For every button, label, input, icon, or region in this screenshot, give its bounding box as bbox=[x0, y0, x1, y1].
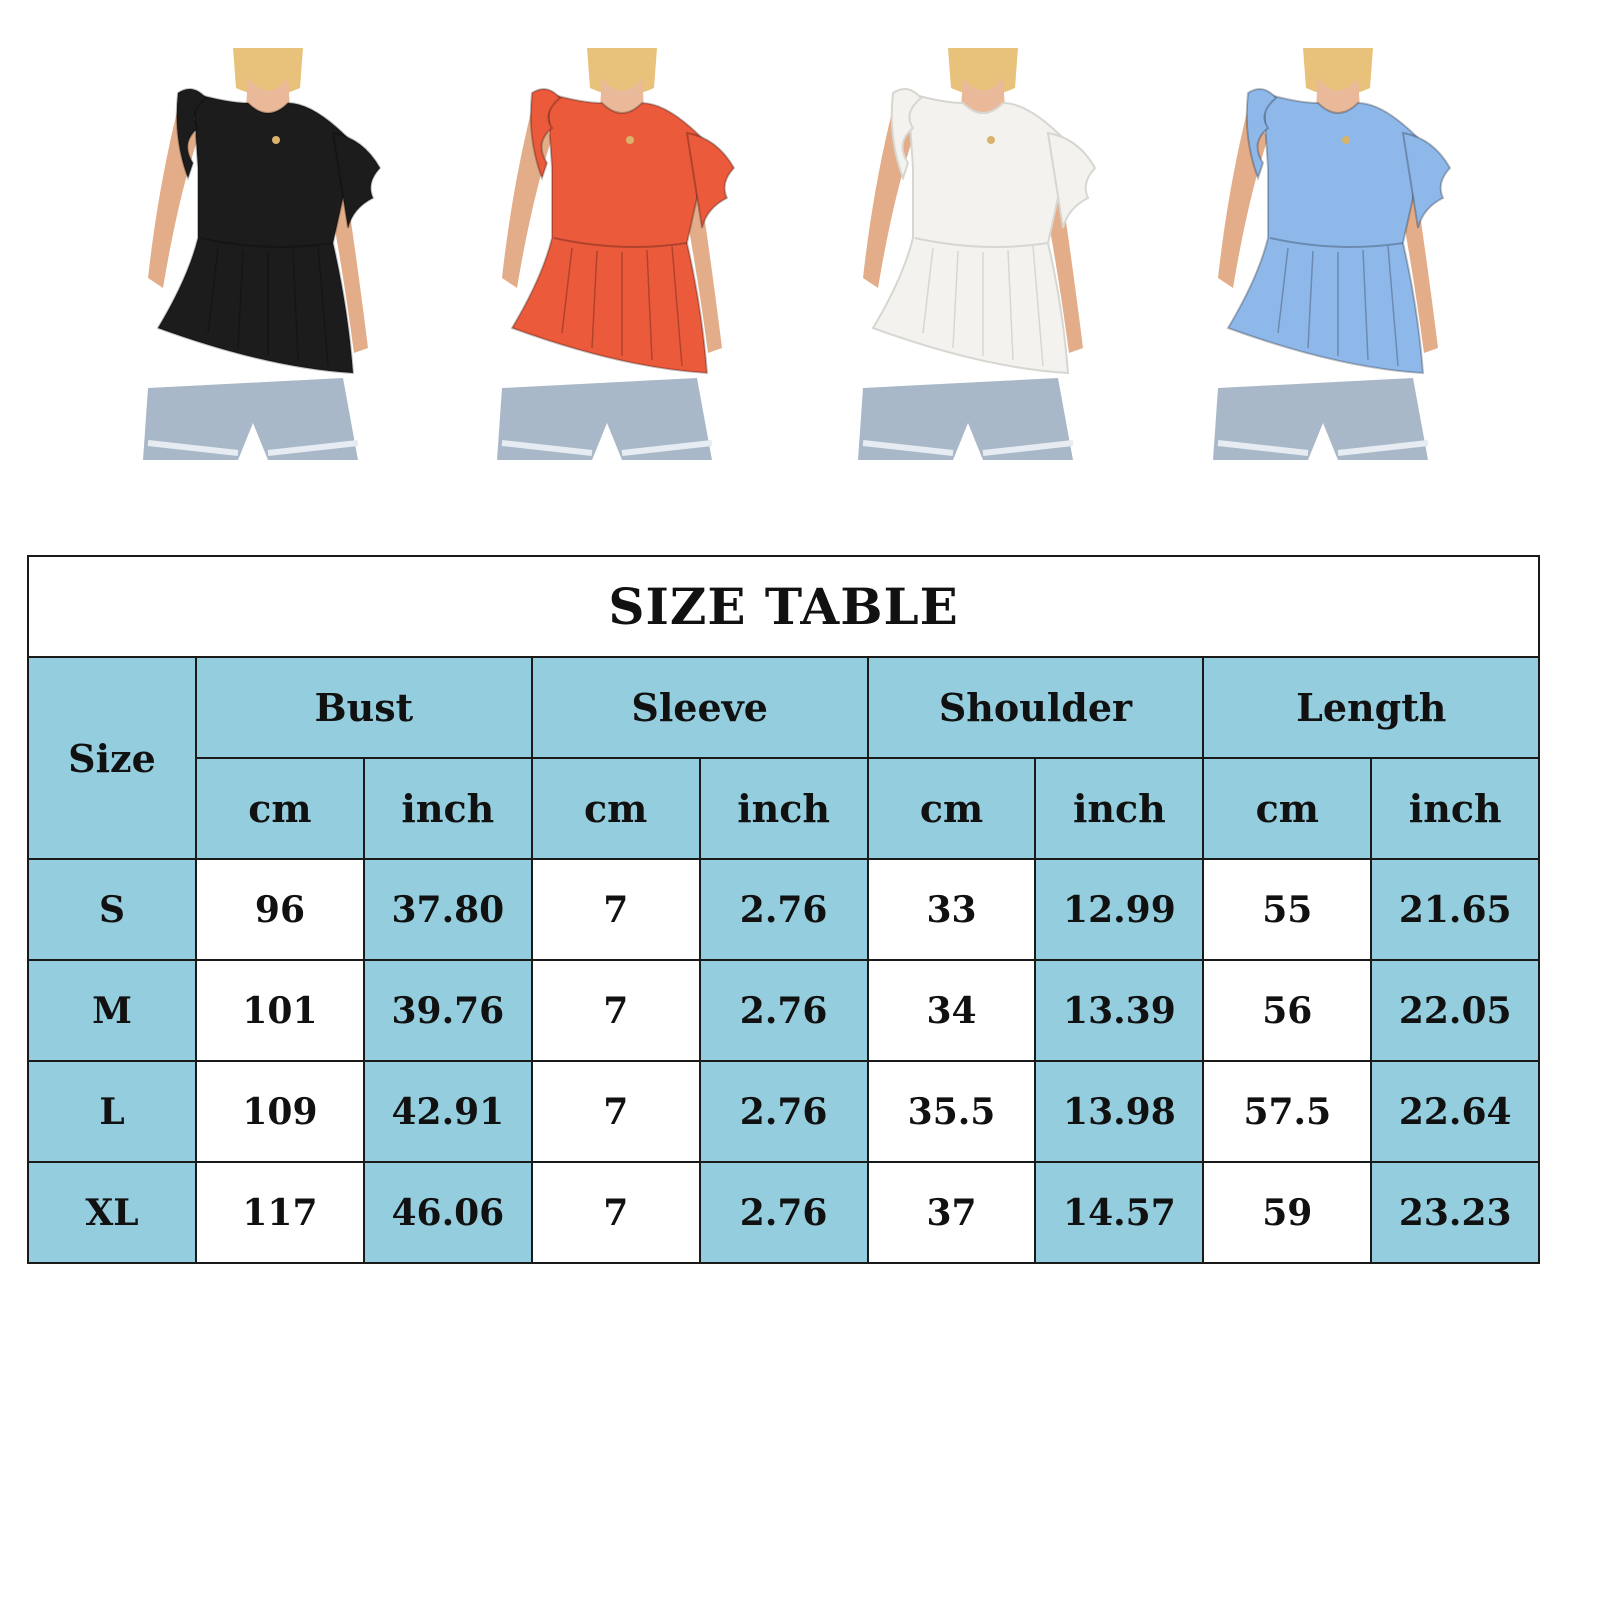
size-label: M bbox=[27, 959, 197, 1062]
size-label: S bbox=[27, 858, 197, 961]
table-row: XL 117 46.06 7 2.76 37 14.57 59 23.23 bbox=[27, 1161, 1541, 1264]
table-cell: 23.23 bbox=[1370, 1161, 1541, 1264]
table-row: M 101 39.76 7 2.76 34 13.39 56 22.05 bbox=[27, 959, 1541, 1062]
table-cell: 59 bbox=[1202, 1161, 1373, 1264]
table-cell: 2.76 bbox=[698, 1161, 869, 1264]
table-cell: 109 bbox=[195, 1060, 365, 1163]
table-cell: 2.76 bbox=[698, 858, 869, 961]
group-header-shoulder: Shoulder bbox=[866, 656, 1205, 759]
model-illustration bbox=[858, 45, 1097, 460]
size-table: SIZE TABLE Size Bust Sleeve Shoulder Len… bbox=[26, 555, 1541, 1264]
product-photo-orange-red bbox=[472, 45, 742, 460]
table-cell: 117 bbox=[195, 1161, 365, 1264]
unit-header: inch bbox=[698, 757, 869, 860]
size-header: Size bbox=[27, 656, 197, 860]
unit-header-row: cm inch cm inch cm inch cm inch bbox=[28, 757, 1541, 860]
table-cell: 57.5 bbox=[1202, 1060, 1373, 1163]
table-row: L 109 42.91 7 2.76 35.5 13.98 57.5 22.64 bbox=[27, 1060, 1541, 1163]
table-row: S 96 37.80 7 2.76 33 12.99 55 21.65 bbox=[27, 858, 1541, 961]
table-cell: 96 bbox=[195, 858, 365, 961]
unit-header: inch bbox=[1370, 757, 1541, 860]
table-title: SIZE TABLE bbox=[26, 555, 1541, 658]
unit-header: cm bbox=[1202, 757, 1373, 860]
product-photo-light-blue bbox=[1188, 45, 1458, 460]
table-cell: 33 bbox=[866, 858, 1037, 961]
table-cell: 42.91 bbox=[362, 1060, 533, 1163]
table-cell: 37 bbox=[866, 1161, 1037, 1264]
table-cell: 101 bbox=[195, 959, 365, 1062]
unit-header: cm bbox=[195, 757, 365, 860]
table-cell: 13.39 bbox=[1034, 959, 1205, 1062]
unit-header: inch bbox=[362, 757, 533, 860]
unit-header: cm bbox=[866, 757, 1037, 860]
table-cell: 56 bbox=[1202, 959, 1373, 1062]
table-cell: 55 bbox=[1202, 858, 1373, 961]
table-cell: 46.06 bbox=[362, 1161, 533, 1264]
table-cell: 21.65 bbox=[1370, 858, 1541, 961]
group-header-row: Size Bust Sleeve Shoulder Length bbox=[27, 656, 1541, 860]
table-cell: 35.5 bbox=[866, 1060, 1037, 1163]
table-cell: 7 bbox=[530, 1060, 701, 1163]
product-photo-black bbox=[118, 45, 388, 460]
table-cell: 22.64 bbox=[1370, 1060, 1541, 1163]
unit-header: inch bbox=[1034, 757, 1205, 860]
model-illustration bbox=[497, 45, 736, 460]
product-photo-white bbox=[833, 45, 1103, 460]
unit-header: cm bbox=[530, 757, 701, 860]
size-label: L bbox=[27, 1060, 197, 1163]
table-cell: 13.98 bbox=[1034, 1060, 1205, 1163]
table-cell: 12.99 bbox=[1034, 858, 1205, 961]
table-cell: 7 bbox=[530, 959, 701, 1062]
table-cell: 14.57 bbox=[1034, 1161, 1205, 1264]
group-header-sleeve: Sleeve bbox=[530, 656, 869, 759]
table-cell: 34 bbox=[866, 959, 1037, 1062]
title-row: SIZE TABLE bbox=[26, 555, 1541, 658]
model-illustration bbox=[1213, 45, 1452, 460]
table-cell: 7 bbox=[530, 858, 701, 961]
size-label: XL bbox=[27, 1161, 197, 1264]
table-cell: 39.76 bbox=[362, 959, 533, 1062]
table-cell: 2.76 bbox=[698, 959, 869, 1062]
model-illustration bbox=[143, 45, 382, 460]
table-cell: 7 bbox=[530, 1161, 701, 1264]
group-header-bust: Bust bbox=[195, 656, 533, 759]
product-photos bbox=[0, 45, 1600, 460]
table-cell: 2.76 bbox=[698, 1060, 869, 1163]
group-header-length: Length bbox=[1202, 656, 1541, 759]
table-cell: 37.80 bbox=[362, 858, 533, 961]
table-cell: 22.05 bbox=[1370, 959, 1541, 1062]
